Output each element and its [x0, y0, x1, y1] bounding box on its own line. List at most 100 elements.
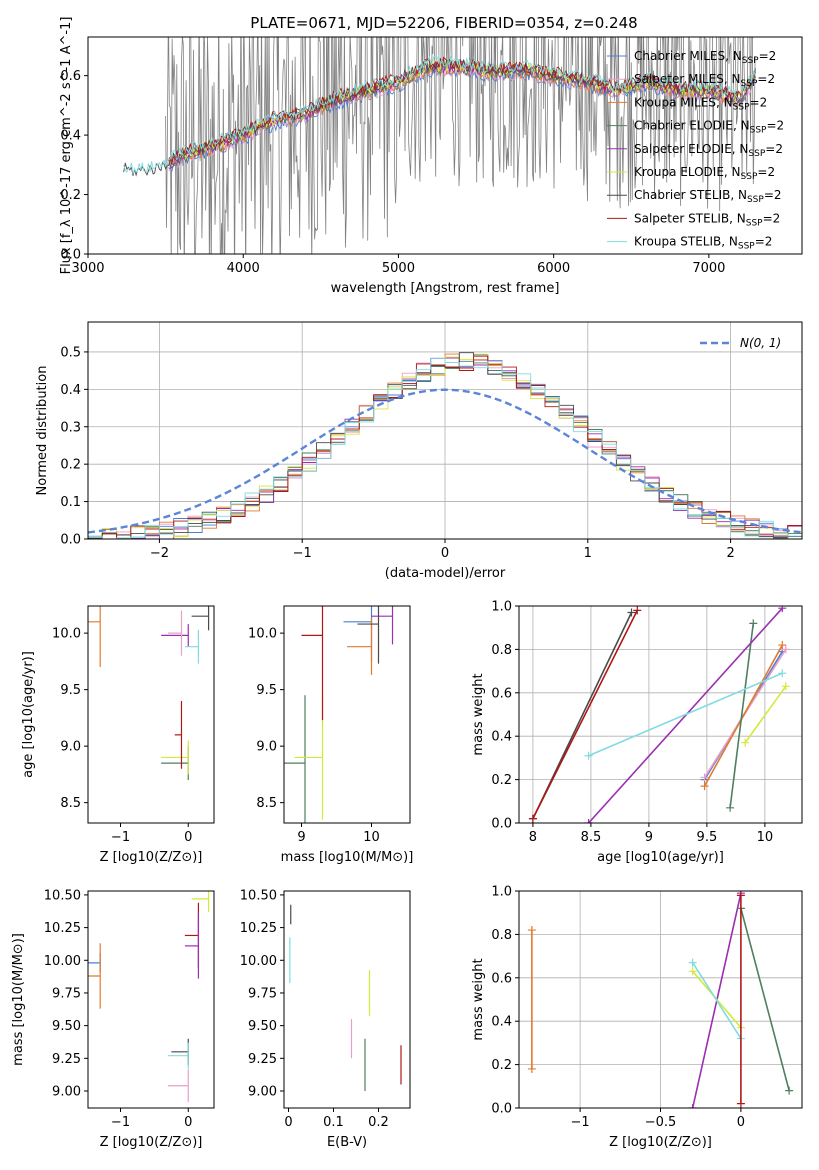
model-curve-7 — [123, 58, 756, 177]
x-tick-label: −1 — [111, 830, 130, 845]
weight-marker — [736, 891, 745, 900]
y-axis-label: age [log10(age/yr)] — [21, 651, 36, 778]
y-tick-label: 0.4 — [60, 383, 81, 398]
y-tick-label: 0.4 — [60, 129, 81, 144]
axes-frame — [87, 321, 803, 540]
x-tick-label: −1 — [293, 546, 312, 561]
y-tick-label: 10.50 — [44, 888, 81, 903]
y-tick-label: 10.0 — [52, 627, 81, 642]
y-tick-label: 9.75 — [52, 986, 81, 1001]
axes-frame — [518, 890, 803, 1109]
weight-marker — [778, 641, 787, 650]
residual-histogram-9 — [88, 358, 802, 539]
age-vs-metallicity-panel: −1 0 8.5 9.0 9.5 10.0 Z [log10(Z/Z⊙)] age [log1… — [21, 605, 215, 865]
spectrum-panel: 3000 4000 5000 6000 7000 0.0 0.2 0.4 0.6 waveleng… — [59, 17, 803, 296]
x-tick-label: 0.1 — [323, 1115, 344, 1130]
y-tick-label: 0.0 — [491, 817, 512, 832]
legend-entry: Chabrier MILES, NSSP=2 — [634, 49, 776, 66]
axes-frame — [87, 890, 215, 1109]
x-tick-label: 8 — [529, 830, 537, 845]
x-tick-label: 0 — [184, 1115, 192, 1130]
legend-entry: Salpeter ELODIE, NSSP=2 — [634, 142, 783, 159]
y-tick-label: 8.5 — [60, 796, 81, 811]
mass-vs-extinction-plot-area — [289, 904, 402, 1092]
weight-marker — [627, 608, 636, 617]
axes-frame — [87, 36, 803, 255]
y-tick-label: 0.2 — [60, 188, 81, 203]
weight-line — [729, 623, 755, 808]
x-tick-label: 10 — [363, 830, 380, 845]
y-tick-label: 0.8 — [491, 928, 512, 943]
x-axis-label: wavelength [Angstrom, rest frame] — [331, 281, 560, 296]
spectrum-plot-area — [123, 37, 756, 254]
weight-marker — [741, 738, 750, 747]
age-vs-mass-plot-area — [284, 606, 394, 823]
residual-histogram-5 — [88, 357, 802, 539]
weight-line — [587, 607, 783, 823]
y-tick-label: 10.25 — [44, 921, 81, 936]
y-tick-label: 0.4 — [491, 730, 512, 745]
y-tick-label: 9.0 — [60, 740, 81, 755]
weight-line — [691, 962, 742, 1039]
y-axis-label: mass weight — [471, 958, 486, 1040]
legend-entry: Kroupa STELIB, NSSP=2 — [634, 235, 772, 252]
x-axis-label: mass [log10(M/M⊙)] — [281, 850, 414, 865]
y-tick-label: 9.5 — [60, 683, 81, 698]
y-tick-label: 0.6 — [491, 971, 512, 986]
legend-entry: Kroupa ELODIE, NSSP=2 — [634, 165, 775, 182]
x-tick-label: 3000 — [71, 261, 104, 276]
weight-marker — [736, 1099, 745, 1108]
y-tick-label: 0.6 — [491, 686, 512, 701]
y-tick-label: 1.0 — [491, 885, 512, 900]
spectrum-legend: Chabrier MILES, NSSP=2 Salpeter MILES, NS… — [607, 49, 784, 252]
y-tick-label: 8.5 — [256, 796, 277, 811]
x-axis-label: (data-model)/error — [385, 566, 506, 581]
observed-spectrum — [165, 37, 756, 254]
x-tick-label: 0 — [184, 830, 192, 845]
weight-line — [703, 644, 783, 787]
x-tick-label: 0 — [441, 546, 449, 561]
x-axis-label: Z [log10(Z/Z⊙)] — [609, 1135, 712, 1150]
weight-marker — [778, 669, 787, 678]
weight-marker — [527, 1064, 536, 1073]
y-tick-label: 0.6 — [60, 69, 81, 84]
age-vs-metallicity-plot-area — [88, 606, 210, 781]
weight-line — [532, 609, 639, 820]
x-tick-label: −2 — [150, 546, 169, 561]
y-axis-label: mass weight — [471, 673, 486, 755]
y-tick-label: 0.2 — [491, 773, 512, 788]
weight-marker — [785, 1086, 794, 1095]
weight-marker — [528, 814, 537, 823]
mass-vs-metallicity-plot-area — [88, 891, 210, 1103]
x-tick-label: 1 — [584, 546, 592, 561]
x-tick-label: −1 — [571, 1115, 590, 1130]
legend-entry: Chabrier ELODIE, NSSP=2 — [634, 119, 784, 136]
y-tick-label: 9.00 — [52, 1085, 81, 1100]
y-tick-label: 0.5 — [60, 345, 81, 360]
y-tick-label: 0.3 — [60, 420, 81, 435]
model-curve-9 — [123, 54, 756, 175]
age-vs-mass-panel: 9 10 8.5 9.0 9.5 10.0 mass [log10(M/M⊙)] — [248, 605, 414, 865]
axes-frame — [283, 890, 411, 1109]
y-tick-label: 10.00 — [44, 954, 81, 969]
y-tick-label: 10.00 — [240, 954, 277, 969]
weight-marker — [527, 926, 536, 935]
y-tick-label: 10.50 — [240, 888, 277, 903]
mass-weight-vs-age-panel: 8 8.5 9 9.5 10 0.0 0.2 0.4 0.6 0.8 1.0 age [log10(a… — [471, 600, 803, 865]
weight-marker — [584, 819, 593, 823]
y-axis-label: mass [log10(M/M⊙)] — [11, 933, 26, 1066]
axes-frame — [518, 605, 803, 824]
weight-marker — [781, 645, 790, 654]
weight-marker — [700, 782, 709, 791]
x-axis-label: age [log10(age/yr)] — [597, 850, 724, 865]
x-tick-label: 8.5 — [581, 830, 602, 845]
y-tick-label: 9.50 — [248, 1019, 277, 1034]
y-tick-label: 0.2 — [60, 458, 81, 473]
y-tick-label: 0.2 — [491, 1058, 512, 1073]
weight-line — [740, 908, 790, 1091]
x-tick-label: 2 — [726, 546, 734, 561]
y-axis-label: Flux [f_λ 10^-17 erg cm^-2 s^-1 A^-1] — [59, 17, 74, 275]
weight-marker — [781, 682, 790, 691]
x-tick-label: −0.5 — [645, 1115, 677, 1130]
